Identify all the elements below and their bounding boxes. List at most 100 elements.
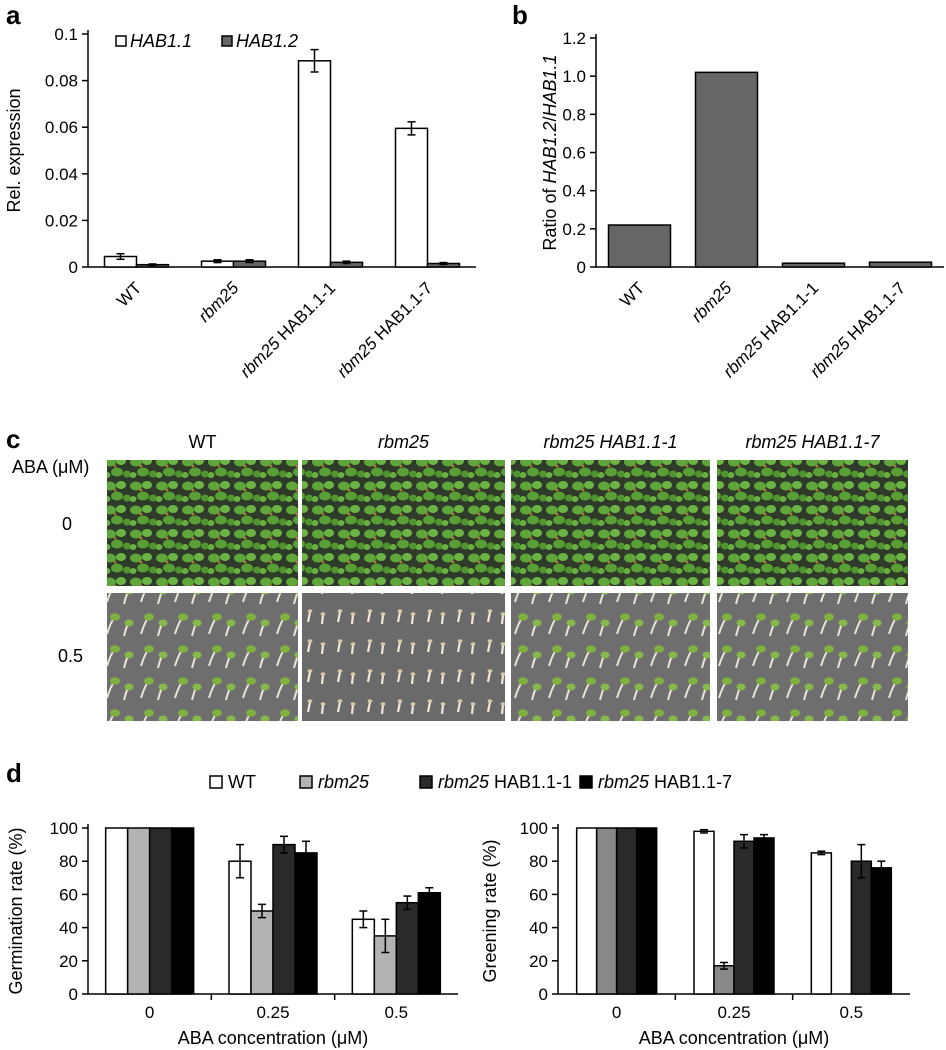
y-tick-label: 0.04 bbox=[45, 165, 78, 184]
label-segment: HAB1.1-7 bbox=[840, 278, 909, 347]
hab1-7-0-photo bbox=[717, 460, 908, 586]
bar-d-germination-s3-c0 bbox=[170, 827, 195, 995]
x-tick-label: 0.25 bbox=[256, 1003, 289, 1022]
y-axis-label: Greening rate (%) bbox=[480, 839, 500, 982]
legend-label-d-3: rbm25 HAB1.1-7 bbox=[598, 772, 732, 792]
chart-d-germination: 0 20 40 60 80 100 0 0.25 0.5 Germination rate (%)… bbox=[6, 819, 458, 1048]
bar-d-greening-s3-c2 bbox=[870, 867, 893, 995]
label-segment: / bbox=[540, 116, 560, 121]
bar-d-germination-s2-c1 bbox=[272, 843, 296, 995]
y-axis-label: Rel. expression bbox=[4, 88, 24, 212]
bar-d-germination-s0-c2 bbox=[351, 918, 376, 995]
wt-0-photo bbox=[107, 460, 298, 586]
row-label-05: 0.5 bbox=[58, 646, 83, 666]
legend-swatch-d-0 bbox=[209, 775, 223, 789]
bar-d-germination-s2-c0 bbox=[148, 827, 173, 995]
y-tick-label: 80 bbox=[529, 852, 548, 871]
column-title-1: rbm25 bbox=[378, 432, 430, 452]
x-tick-label: rbm25 HAB1.1-1 bbox=[719, 278, 822, 381]
x-axis-label: ABA concentration (μM) bbox=[639, 1028, 829, 1048]
y-tick-label: 100 bbox=[50, 819, 78, 838]
bar-d-germination-s2-c2 bbox=[395, 901, 420, 995]
bar-a-s0-c2 bbox=[297, 60, 332, 268]
bar-d-greening-s0-c2 bbox=[810, 852, 833, 995]
legend-swatch-d-1 bbox=[299, 775, 313, 789]
x-tick-label: rbm25 HAB1.1-7 bbox=[333, 278, 436, 381]
label-segment: Ratio of bbox=[540, 184, 560, 251]
label-segment: rbm25 HAB1.1-1 bbox=[543, 432, 677, 452]
row-label-0: 0 bbox=[62, 514, 72, 534]
y-tick-label: 1.2 bbox=[562, 29, 586, 48]
bar-a-s0-c3 bbox=[394, 127, 429, 268]
legend-label-d-1: rbm25 bbox=[318, 772, 370, 792]
hab1-1-05-photo bbox=[511, 593, 710, 721]
label-segment: rbm25 bbox=[378, 432, 430, 452]
y-tick-label: 100 bbox=[520, 819, 548, 838]
x-tick-label: WT bbox=[113, 278, 145, 310]
label-segment: WT bbox=[616, 278, 648, 310]
label-segment: rbm25 bbox=[195, 278, 243, 326]
panel-letter-a: a bbox=[6, 0, 21, 30]
x-tick-label: 0.25 bbox=[717, 1003, 750, 1022]
bar-b-s0-c1 bbox=[694, 71, 759, 268]
y-tick-label: 0 bbox=[577, 258, 586, 277]
aba-concentration-label: ABA (μM) bbox=[12, 457, 89, 477]
x-tick-label: rbm25 bbox=[688, 278, 736, 326]
y-tick-label: 0.02 bbox=[45, 211, 78, 230]
panel-letter-b: b bbox=[512, 0, 528, 30]
y-tick-label: 0 bbox=[539, 985, 548, 1004]
label-segment: rbm25 bbox=[438, 772, 490, 792]
y-tick-label: 0.2 bbox=[562, 220, 586, 239]
x-tick-label: rbm25 bbox=[195, 278, 243, 326]
y-tick-label: 0 bbox=[69, 985, 78, 1004]
y-tick-label: 0.1 bbox=[54, 25, 78, 44]
y-tick-label: 0.4 bbox=[562, 182, 586, 201]
label-segment: HAB1.2 bbox=[540, 121, 560, 183]
y-tick-label: 80 bbox=[59, 852, 78, 871]
y-tick-label: 20 bbox=[59, 952, 78, 971]
bar-d-greening-s0-c0 bbox=[575, 827, 598, 995]
legend-d: WT rbm25 rbm25 HAB1.1-1 rbm25 HAB1.1-7 bbox=[209, 772, 732, 792]
label-segment: HAB1.1 bbox=[540, 54, 560, 116]
bar-d-greening-s3-c1 bbox=[753, 837, 775, 995]
label-segment: HAB1.1-1 bbox=[753, 278, 822, 347]
column-title-0: WT bbox=[189, 432, 217, 452]
label-segment: rbm25 HAB1.1-7 bbox=[745, 432, 880, 452]
x-tick-label: rbm25 HAB1.1-1 bbox=[236, 278, 339, 381]
y-tick-label: 40 bbox=[59, 919, 78, 938]
x-tick-label: 0 bbox=[145, 1003, 154, 1022]
label-segment: rbm25 bbox=[688, 278, 736, 326]
x-tick-label: rbm25 HAB1.1-7 bbox=[806, 278, 909, 381]
legend-swatch-d-2 bbox=[419, 775, 433, 789]
bar-d-germination-s1-c0 bbox=[126, 827, 151, 995]
rbm25-0-photo bbox=[302, 460, 505, 586]
y-axis-label: Ratio of HAB1.2/HAB1.1 bbox=[540, 54, 560, 250]
column-title-3: rbm25 HAB1.1-7 bbox=[745, 432, 880, 452]
x-tick-label: 0 bbox=[612, 1003, 621, 1022]
label-segment: WT bbox=[113, 278, 145, 310]
bar-b-s0-c2 bbox=[781, 262, 846, 268]
wt-05-photo bbox=[107, 593, 298, 721]
bar-d-greening-s1-c0 bbox=[595, 827, 618, 995]
legend-label-d-2: rbm25 HAB1.1-1 bbox=[438, 772, 572, 792]
bar-d-greening-s1-c1 bbox=[713, 965, 735, 995]
bar-d-greening-s0-c1 bbox=[693, 830, 715, 995]
hab1-1-0-photo bbox=[511, 460, 710, 586]
bar-d-greening-s2-c2 bbox=[850, 860, 873, 995]
label-segment: HAB1.1-1 bbox=[270, 278, 339, 347]
legend-swatch-a-1 bbox=[221, 35, 233, 47]
legend-label-d-0: WT bbox=[228, 772, 256, 792]
label-segment: HAB1.1-1 bbox=[489, 772, 572, 792]
x-tick-label: 0.5 bbox=[840, 1003, 864, 1022]
bar-d-germination-s0-c1 bbox=[228, 860, 252, 995]
bar-d-germination-s3-c1 bbox=[294, 852, 318, 995]
x-tick-label: WT bbox=[616, 278, 648, 310]
y-tick-label: 0.6 bbox=[562, 144, 586, 163]
column-title-2: rbm25 HAB1.1-1 bbox=[543, 432, 677, 452]
legend-swatch-d-3 bbox=[579, 775, 593, 789]
panel-letter-d: d bbox=[6, 758, 22, 788]
y-tick-label: 20 bbox=[529, 952, 548, 971]
hab1-7-05-photo bbox=[717, 593, 908, 721]
